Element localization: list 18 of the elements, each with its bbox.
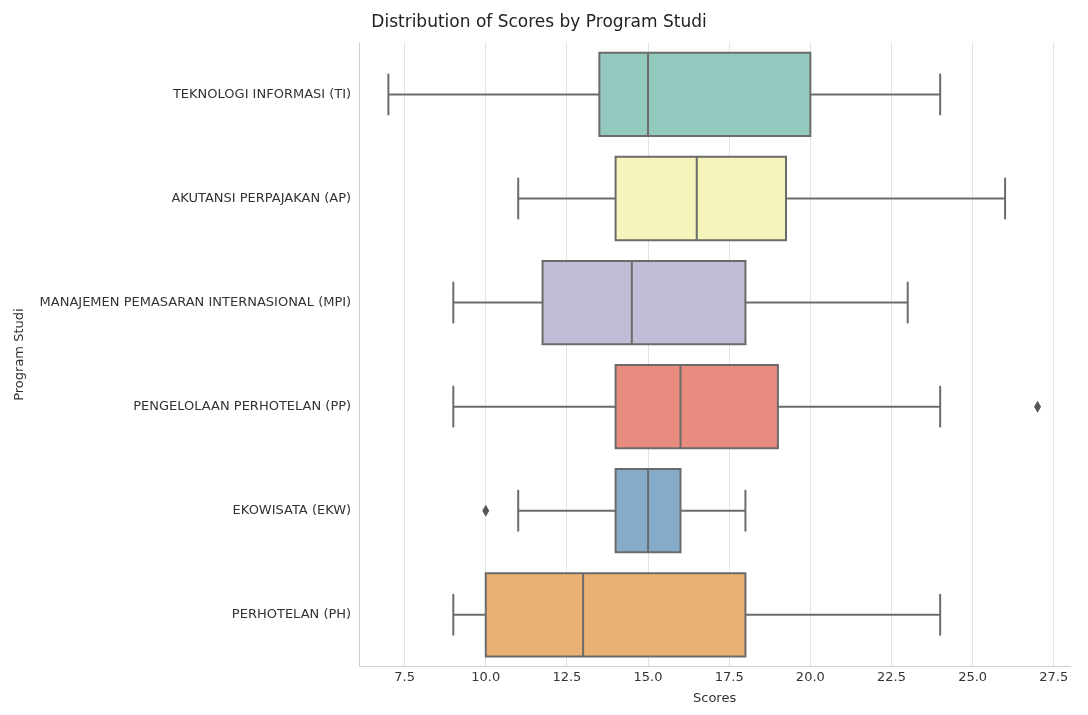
x-tick-label: 20.0 [795, 668, 825, 684]
y-tick-label: EKOWISATA (EKW) [232, 502, 352, 518]
x-tick-label: 7.5 [394, 668, 415, 684]
x-tick-label: 22.5 [877, 668, 906, 684]
x-axis-title: Scores [692, 689, 737, 705]
x-tick-label: 10.0 [471, 668, 501, 684]
x-tick-label: 15.0 [633, 668, 663, 684]
y-tick-label: AKUTANSI PERPAJAKAN (AP) [171, 189, 352, 205]
x-tick-label: 27.5 [1039, 668, 1069, 684]
x-tick-label: 12.5 [552, 668, 582, 684]
x-tick-label: 17.5 [714, 668, 744, 684]
x-tick-label: 25.0 [958, 668, 988, 684]
chart-title: Distribution of Scores by Program Studi [371, 10, 707, 31]
y-tick-label: TEKNOLOGI INFORMASI (TI) [171, 85, 352, 101]
y-tick-label: PENGELOLAAN PERHOTELAN (PP) [133, 398, 352, 414]
y-tick-label: MANAJEMEN PEMASARAN INTERNASIONAL (MPI) [39, 293, 352, 309]
y-tick-label: PERHOTELAN (PH) [231, 606, 352, 622]
y-axis-title: Program Studi [11, 308, 27, 401]
